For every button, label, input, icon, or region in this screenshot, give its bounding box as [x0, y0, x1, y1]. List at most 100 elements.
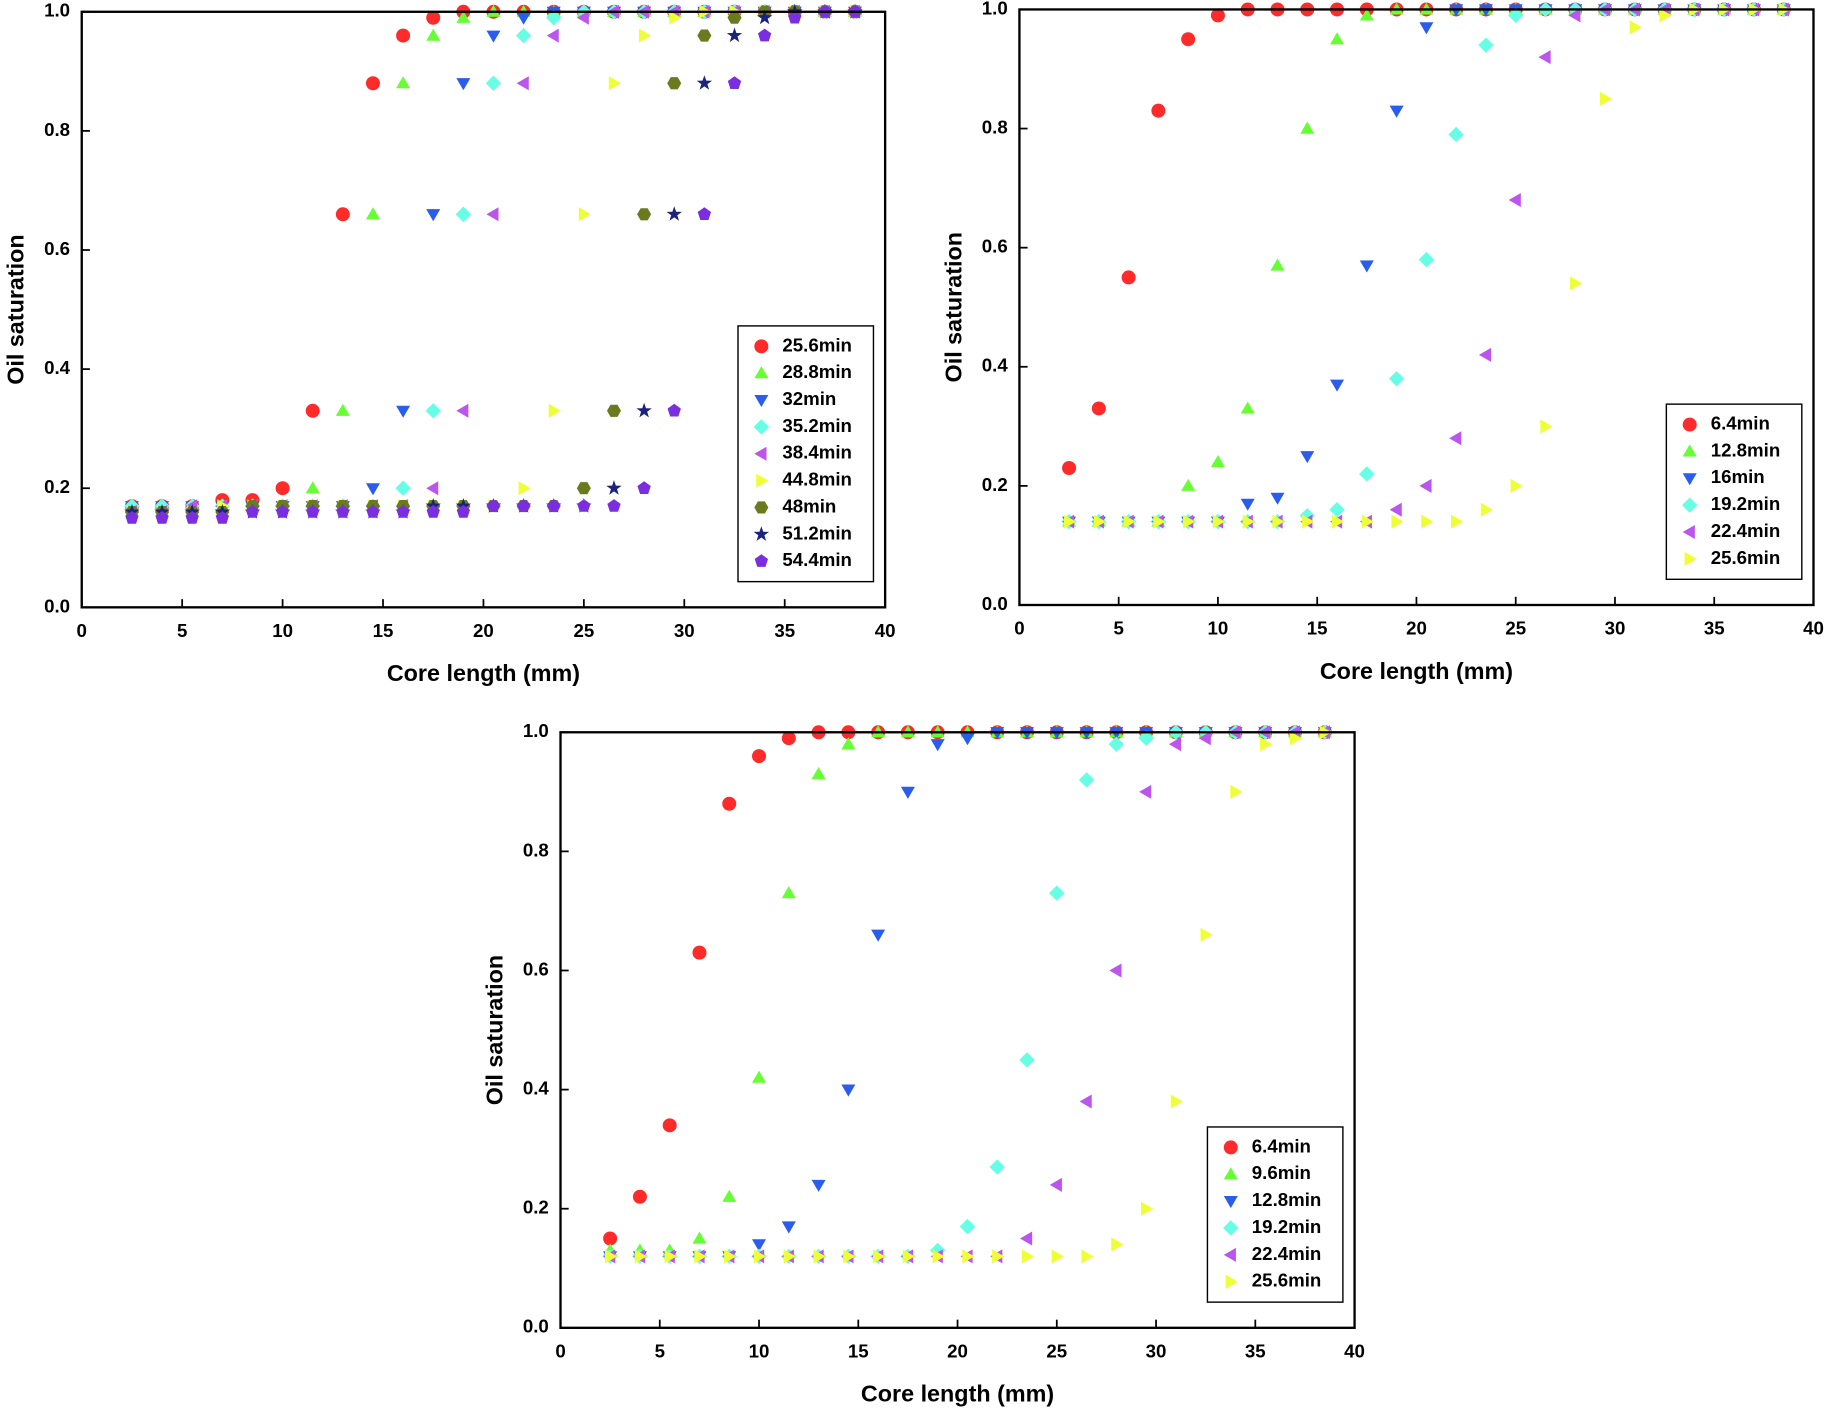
- y-tick-label: 1.0: [44, 0, 70, 21]
- legend-marker: [1225, 1274, 1238, 1289]
- marker: [516, 499, 531, 512]
- marker: [756, 9, 773, 25]
- marker: [637, 208, 652, 221]
- legend-label: 38.4min: [782, 442, 852, 463]
- marker: [752, 1070, 767, 1083]
- marker: [1568, 8, 1581, 23]
- legend-marker: [754, 501, 769, 514]
- marker: [1200, 927, 1213, 942]
- legend-label: 25.6min: [1252, 1270, 1322, 1291]
- legend-marker: [754, 395, 769, 408]
- legend-label: 25.6min: [782, 334, 852, 355]
- x-tick-label: 30: [674, 620, 695, 641]
- marker: [1108, 736, 1125, 752]
- x-tick-label: 25: [1046, 1340, 1067, 1361]
- marker: [1091, 401, 1106, 416]
- marker: [1448, 126, 1464, 143]
- marker: [662, 1118, 677, 1133]
- marker: [669, 10, 682, 25]
- legend-marker: [1223, 1220, 1239, 1236]
- x-tick-label: 10: [1208, 617, 1229, 638]
- marker: [603, 1231, 618, 1246]
- marker: [426, 481, 439, 496]
- marker: [841, 1084, 856, 1097]
- x-tick-label: 5: [177, 620, 187, 641]
- marker: [426, 28, 441, 41]
- y-tick-label: 0.6: [44, 238, 70, 259]
- marker: [1168, 737, 1182, 752]
- x-tick-label: 10: [749, 1340, 770, 1361]
- x-tick-label: 20: [1406, 617, 1427, 638]
- marker: [841, 737, 856, 750]
- marker: [697, 29, 712, 42]
- marker: [606, 480, 622, 495]
- marker: [1230, 784, 1243, 799]
- legend-marker: [753, 526, 770, 541]
- marker: [1181, 32, 1196, 47]
- marker: [426, 209, 441, 222]
- marker: [1289, 731, 1303, 746]
- marker: [396, 405, 411, 418]
- y-tick-label: 0.2: [44, 476, 70, 497]
- marker: [1540, 419, 1553, 434]
- marker: [486, 499, 501, 512]
- legend-label: 12.8min: [1252, 1189, 1322, 1210]
- y-tick-label: 0.2: [523, 1197, 549, 1218]
- marker: [366, 505, 380, 518]
- y-tick-label: 0.4: [982, 355, 1009, 376]
- marker: [694, 1249, 707, 1264]
- series: [1063, 2, 1791, 529]
- x-tick-label: 25: [1505, 617, 1526, 638]
- marker: [1300, 451, 1315, 464]
- legend-marker: [1681, 497, 1698, 513]
- marker: [456, 505, 471, 518]
- marker: [1078, 772, 1095, 788]
- marker: [1508, 193, 1521, 208]
- legend-label: 16min: [1711, 466, 1765, 487]
- legend-label: 19.2min: [1252, 1216, 1322, 1237]
- y-axis-label: Oil saturation: [940, 232, 966, 382]
- marker: [1079, 1094, 1092, 1109]
- marker: [608, 76, 621, 91]
- chart: 0 5 10 15 20 25 30 35 40 0.0 0.2 0.4 0.6 0.8 1.0 Core l…: [481, 720, 1365, 1407]
- legend-marker: [1223, 1167, 1238, 1180]
- marker: [275, 481, 290, 496]
- x-tick-label: 0: [77, 620, 87, 641]
- marker: [1240, 498, 1255, 511]
- marker: [215, 510, 229, 524]
- marker: [637, 481, 651, 494]
- marker: [516, 76, 529, 91]
- marker: [722, 796, 737, 811]
- y-tick-label: 0.0: [44, 595, 70, 616]
- marker: [727, 76, 742, 89]
- legend-label: 6.4min: [1252, 1135, 1311, 1156]
- marker: [1183, 514, 1196, 529]
- marker: [811, 1179, 826, 1192]
- marker: [1198, 731, 1211, 746]
- marker: [245, 505, 260, 518]
- marker: [1388, 370, 1405, 387]
- marker: [692, 1231, 707, 1244]
- x-tick-label: 20: [473, 620, 494, 641]
- marker: [638, 28, 652, 43]
- legend-label: 12.8min: [1711, 439, 1781, 460]
- legend-label: 44.8min: [782, 469, 852, 490]
- marker: [692, 945, 707, 960]
- y-tick-label: 0.6: [523, 958, 549, 979]
- marker: [305, 403, 320, 418]
- marker: [781, 731, 796, 746]
- marker: [365, 483, 380, 496]
- marker: [365, 76, 380, 91]
- x-tick-label: 5: [1113, 617, 1123, 638]
- marker: [1121, 270, 1136, 285]
- legend-label: 25.6min: [1711, 547, 1781, 568]
- marker: [547, 499, 561, 512]
- marker: [395, 480, 411, 496]
- marker: [456, 403, 469, 418]
- marker: [456, 78, 471, 91]
- marker: [1081, 1249, 1094, 1264]
- marker: [1093, 514, 1106, 529]
- marker: [125, 510, 139, 524]
